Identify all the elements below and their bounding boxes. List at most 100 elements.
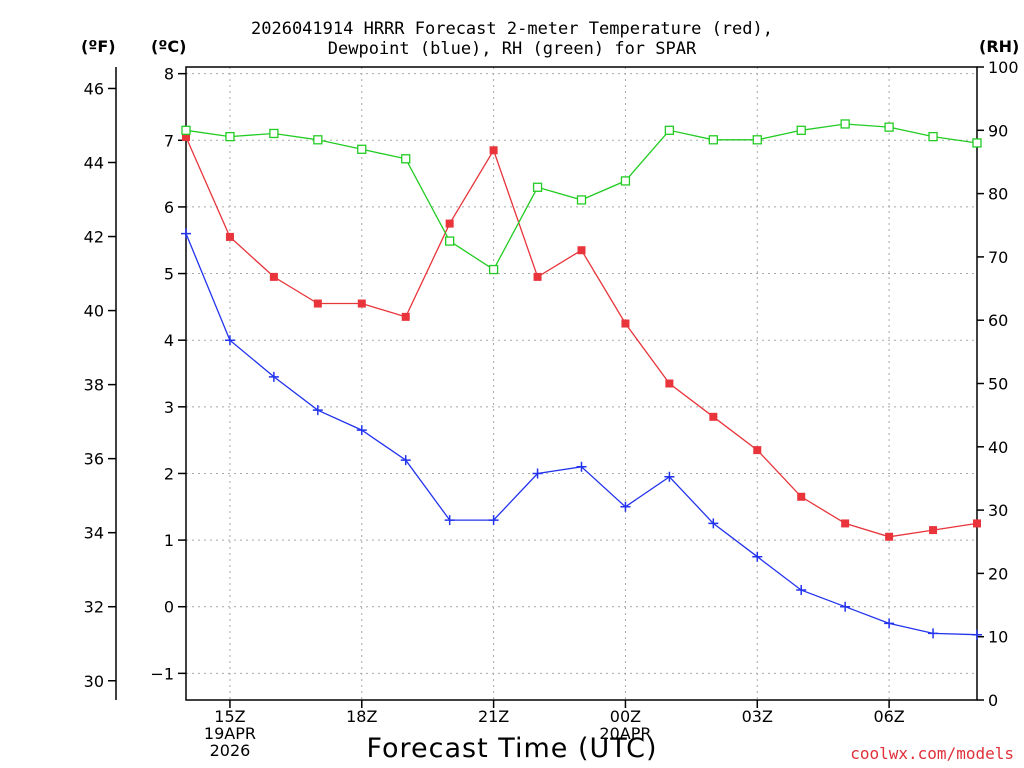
y-tick-label-celsius: 5 <box>164 265 174 284</box>
rh-point <box>313 135 323 145</box>
credit-link[interactable]: coolwx.com/models <box>850 744 1014 763</box>
rh-point <box>840 119 850 129</box>
y-tick-label-fahrenheit: 32 <box>84 598 104 617</box>
y-tick-label-celsius: 4 <box>164 331 174 350</box>
rh-point <box>532 182 543 192</box>
dewpoint-point <box>664 471 675 482</box>
temperature-point <box>489 146 498 155</box>
temperature-point <box>577 246 586 255</box>
rh-point <box>972 138 982 148</box>
rh-point <box>181 125 191 135</box>
rh-unit-label: (RH) <box>979 37 1020 56</box>
plot-frame <box>185 66 978 701</box>
temperature-point <box>182 132 190 141</box>
y-tick-label-celsius: 1 <box>164 531 174 550</box>
y-tick-label-celsius: 7 <box>164 131 174 150</box>
x-tick-label: 18Z <box>346 707 377 726</box>
y-tick-label-fahrenheit: 40 <box>84 302 104 321</box>
y-tick-label-celsius: 6 <box>164 198 174 217</box>
temperature-point <box>269 272 278 281</box>
dewpoint-point <box>224 335 235 346</box>
dewpoint-point <box>444 515 455 526</box>
y-tick-label-fahrenheit: 38 <box>84 376 104 395</box>
dewpoint-series-line <box>185 233 978 636</box>
x-tick-label: 00Z <box>610 707 641 726</box>
rh-point <box>488 264 499 275</box>
temperature-point <box>225 232 234 241</box>
temperature-point <box>357 299 366 308</box>
y-tick-label-rh: 70 <box>988 248 1008 267</box>
x-tick-label: 19APR <box>204 724 256 743</box>
temperature-point <box>313 299 322 308</box>
y-tick-label-rh: 50 <box>988 375 1008 394</box>
dewpoint-point <box>312 405 323 416</box>
y-tick-label-celsius: 3 <box>164 398 174 417</box>
x-tick-label: 2026 <box>210 741 251 760</box>
x-tick-label: 21Z <box>478 707 509 726</box>
y-tick-label-rh: 0 <box>988 691 998 710</box>
temperature-point <box>973 519 981 528</box>
y-tick-label-celsius: 0 <box>164 598 174 617</box>
rh-point <box>796 125 806 135</box>
dewpoint-point <box>576 461 587 472</box>
rh-point <box>620 176 631 186</box>
rh-point <box>445 236 455 246</box>
dewpoint-point <box>488 515 499 526</box>
y-tick-label-fahrenheit: 36 <box>84 450 104 469</box>
dewpoint-point <box>181 228 191 239</box>
dewpoint-point <box>708 518 719 529</box>
y-tick-label-fahrenheit: 46 <box>84 79 104 98</box>
y-tick-label-rh: 30 <box>988 501 1008 520</box>
temperature-point <box>621 319 630 328</box>
y-tick-label-fahrenheit: 34 <box>84 524 104 543</box>
rh-point <box>576 195 587 205</box>
dewpoint-point <box>620 501 631 512</box>
y-tick-label-fahrenheit: 44 <box>84 154 104 173</box>
dewpoint-point <box>268 371 279 382</box>
dewpoint-point <box>884 618 895 629</box>
y-tick-label-fahrenheit: 42 <box>84 228 104 247</box>
y-tick-label-rh: 100 <box>988 58 1019 77</box>
dewpoint-point <box>972 629 982 640</box>
y-tick-label-celsius: −1 <box>150 664 174 683</box>
rh-point <box>752 135 762 145</box>
temperature-point <box>533 272 542 281</box>
temperature-point <box>797 492 806 501</box>
dewpoint-point <box>928 628 939 639</box>
y-tick-label-rh: 80 <box>988 185 1008 204</box>
rh-point <box>664 125 675 135</box>
dewpoint-point <box>796 585 807 596</box>
x-tick-label: 20APR <box>599 724 651 743</box>
chart-title: 2026041914 HRRR Forecast 2-meter Tempera… <box>251 19 773 39</box>
temperature-point <box>841 519 850 528</box>
chart-subtitle: Dewpoint (blue), RH (green) for SPAR <box>327 39 697 59</box>
x-tick-label: 03Z <box>742 707 773 726</box>
rh-point <box>884 122 894 132</box>
temperature-point <box>401 312 410 321</box>
y-tick-label-fahrenheit: 30 <box>84 672 104 691</box>
y-tick-label-celsius: 8 <box>164 65 174 84</box>
rh-point <box>357 144 367 154</box>
x-axis-label: Forecast Time (UTC) <box>366 733 658 764</box>
dewpoint-point <box>400 455 411 466</box>
temperature-point <box>709 412 718 421</box>
rh-point <box>225 131 235 142</box>
x-tick-label: 15Z <box>214 707 245 726</box>
dewpoint-point <box>840 601 851 612</box>
rh-point <box>708 135 718 145</box>
x-tick-label: 06Z <box>873 707 904 726</box>
y-tick-label-rh: 10 <box>988 628 1008 647</box>
fahrenheit-unit-label: (ºF) <box>81 37 116 56</box>
y-tick-label-rh: 20 <box>988 564 1008 583</box>
temperature-point <box>885 532 894 541</box>
y-tick-label-rh: 40 <box>988 438 1008 457</box>
temperature-point <box>665 379 674 388</box>
rh-point <box>928 131 938 142</box>
temperature-point <box>445 219 454 228</box>
temperature-point <box>753 446 762 455</box>
y-tick-label-rh: 60 <box>988 311 1008 330</box>
temperature-point <box>929 526 938 535</box>
y-tick-label-rh: 90 <box>988 121 1008 140</box>
dewpoint-point <box>356 425 367 436</box>
